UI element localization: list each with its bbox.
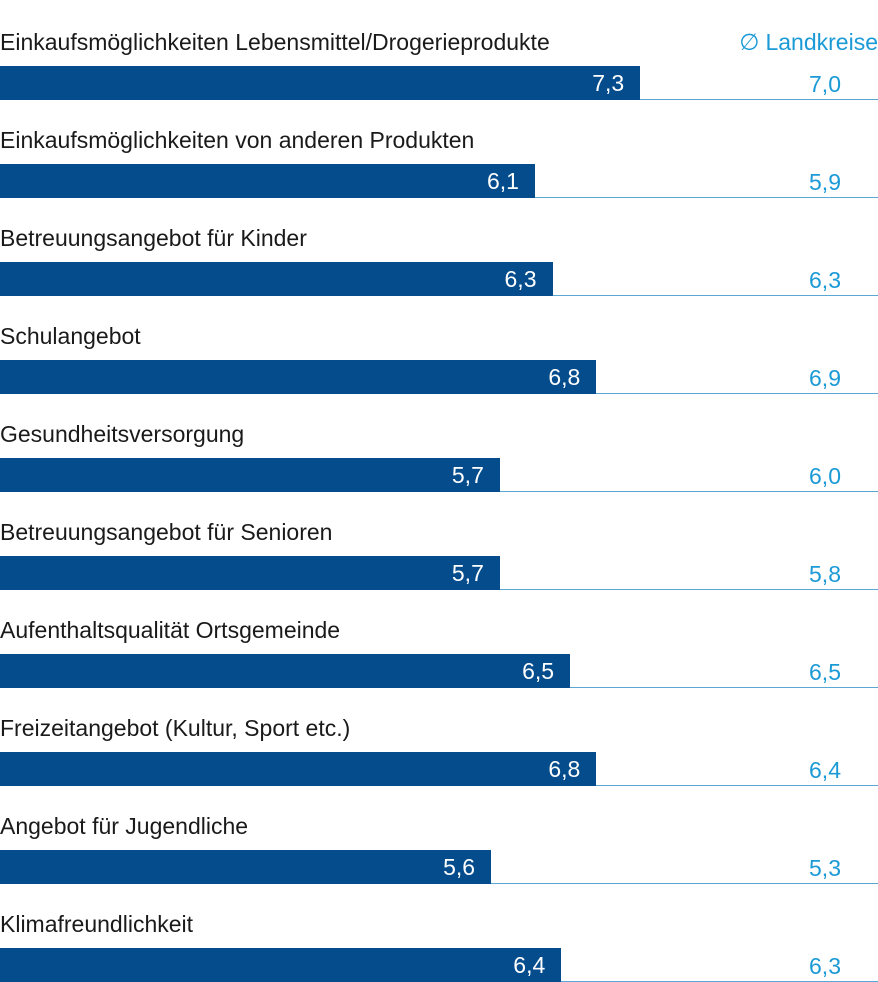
category-label: Schulangebot xyxy=(0,323,141,349)
bar xyxy=(0,262,553,296)
average-value-label: 5,9 xyxy=(809,169,841,195)
bar xyxy=(0,556,500,590)
category-label: Betreuungsangebot für Kinder xyxy=(0,225,307,251)
bar xyxy=(0,66,641,100)
row-baseline xyxy=(570,687,878,688)
row-baseline xyxy=(499,589,878,590)
row-baseline xyxy=(640,99,878,100)
bar-value-label: 6,5 xyxy=(522,658,555,684)
average-value-label: 7,0 xyxy=(809,71,841,97)
row-baseline xyxy=(596,785,878,786)
bar xyxy=(0,752,597,786)
average-value-label: 6,0 xyxy=(809,463,841,489)
bar-value-label: 6,3 xyxy=(504,266,537,292)
bar-value-label: 6,8 xyxy=(548,756,581,782)
legend: ∅ Landkreise xyxy=(739,28,878,56)
bar xyxy=(0,458,500,492)
legend-label: Landkreise xyxy=(765,29,878,55)
category-label: Klimafreundlichkeit xyxy=(0,911,194,937)
bar xyxy=(0,850,492,884)
average-value-label: 6,9 xyxy=(809,365,841,391)
bar xyxy=(0,948,562,982)
row-baseline xyxy=(534,197,878,198)
average-value-label: 6,5 xyxy=(809,659,841,685)
average-value-label: 6,4 xyxy=(809,757,841,783)
bar xyxy=(0,654,571,688)
average-value-label: 6,3 xyxy=(809,267,841,293)
row-baseline xyxy=(596,393,878,394)
average-symbol-icon: ∅ xyxy=(739,29,760,55)
category-label: Angebot für Jugendliche xyxy=(0,813,249,839)
row-baseline xyxy=(499,491,878,492)
average-value-label: 6,3 xyxy=(809,953,841,979)
category-label: Einkaufsmöglichkeiten Lebensmittel/Droge… xyxy=(0,29,550,55)
category-label: Betreuungsangebot für Senioren xyxy=(0,519,333,545)
row-baseline xyxy=(491,883,878,884)
category-label: Einkaufsmöglichkeiten von anderen Produk… xyxy=(0,127,475,153)
row-baseline xyxy=(552,295,878,296)
category-label: Aufenthaltsqualität Ortsgemeinde xyxy=(0,617,341,643)
bar-value-label: 6,1 xyxy=(486,168,519,194)
bar-value-label: 6,8 xyxy=(548,364,581,390)
bar-value-label: 7,3 xyxy=(592,70,625,96)
category-label: Freizeitangebot (Kultur, Sport etc.) xyxy=(0,715,351,741)
bar-value-label: 6,4 xyxy=(513,952,546,978)
bar-value-label: 5,6 xyxy=(443,854,476,880)
bar xyxy=(0,164,535,198)
bar-value-label: 5,7 xyxy=(451,560,484,586)
average-value-label: 5,8 xyxy=(809,561,841,587)
category-label: Gesundheitsversorgung xyxy=(0,421,245,447)
bar xyxy=(0,360,597,394)
average-value-label: 5,3 xyxy=(809,855,841,881)
bar-value-label: 5,7 xyxy=(451,462,484,488)
